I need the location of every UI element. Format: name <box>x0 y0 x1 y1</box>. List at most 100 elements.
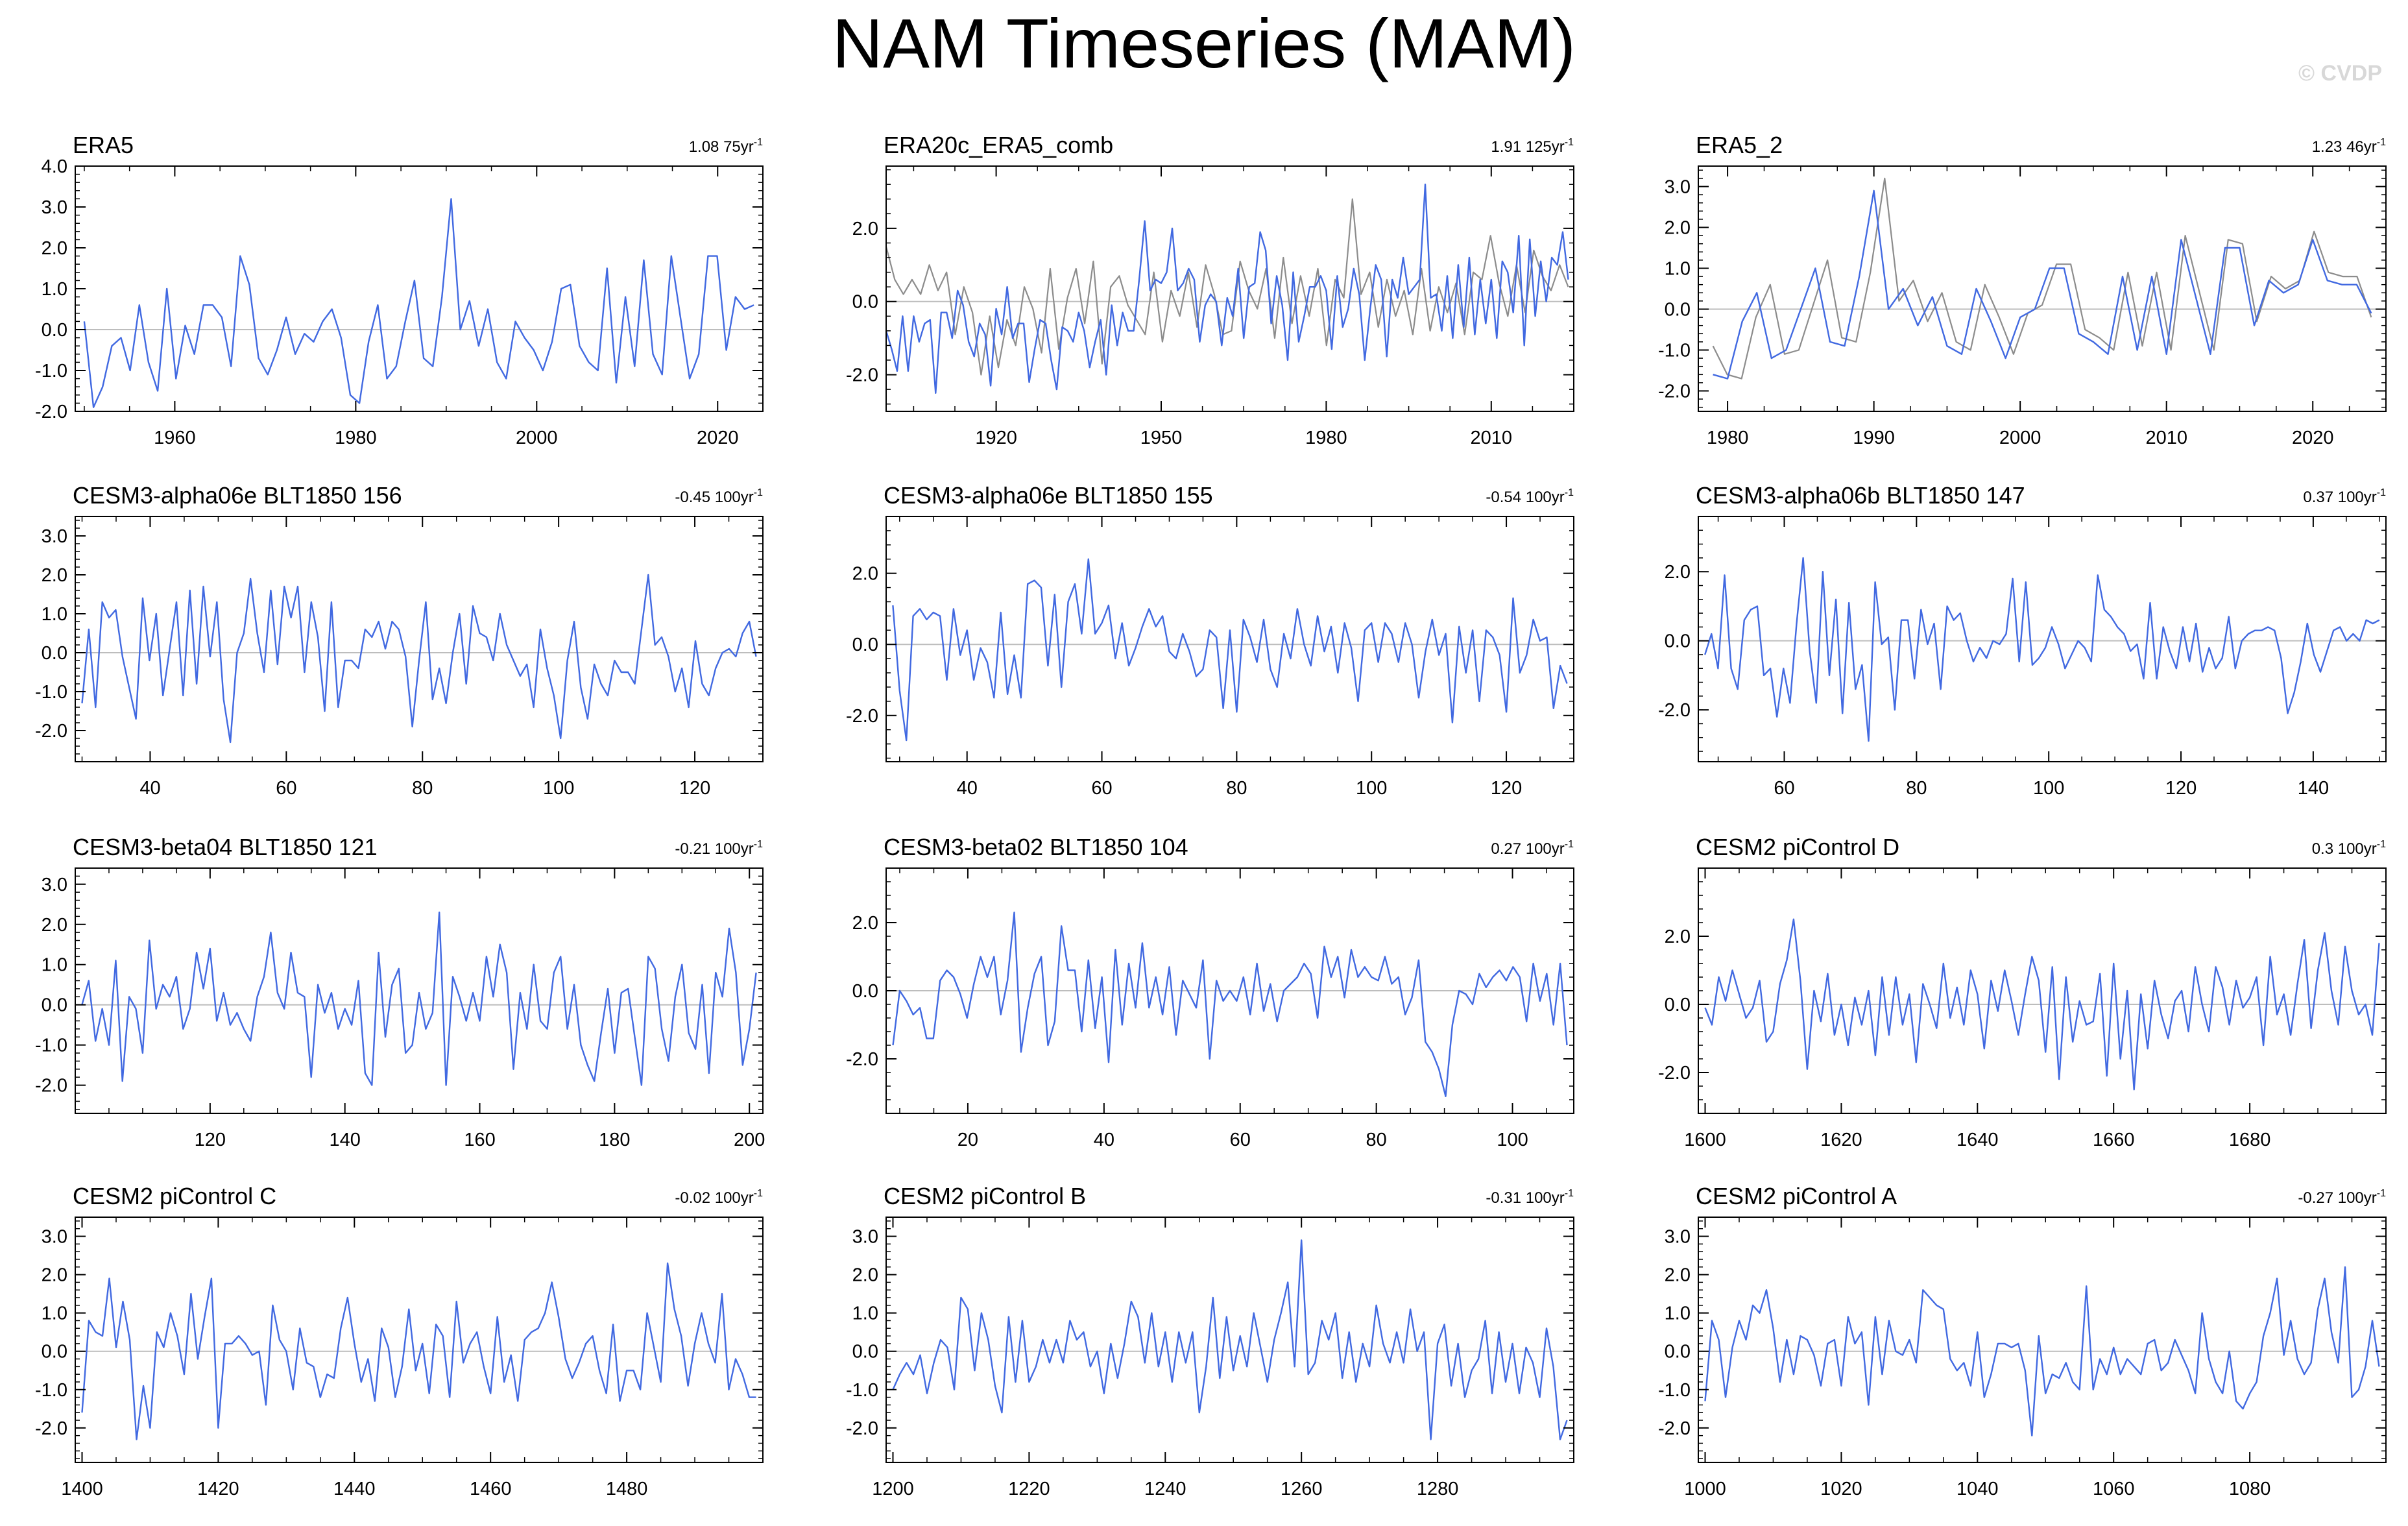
x-tick-label: 160 <box>464 1130 495 1150</box>
x-tick-label: 60 <box>1230 1130 1251 1150</box>
figure-title: NAM Timeseries (MAM) <box>832 4 1576 82</box>
y-tick-label: 0.0 <box>42 643 67 664</box>
plot-frame <box>75 516 764 762</box>
y-tick-label: 2.0 <box>852 913 878 934</box>
y-tick-label: -2.0 <box>846 706 878 727</box>
x-tick-label: 40 <box>957 778 978 799</box>
y-tick-label: 3.0 <box>42 875 67 895</box>
x-tick-label: 20 <box>957 1130 978 1150</box>
plot-frame <box>1698 1217 2387 1463</box>
x-tick-label: 1000 <box>1684 1479 1726 1499</box>
x-tick-label: 100 <box>1497 1130 1528 1150</box>
x-tick-label: 2010 <box>2145 428 2187 448</box>
x-tick-label: 2020 <box>697 428 739 448</box>
series-line <box>83 198 754 408</box>
x-tick-label: 80 <box>1366 1130 1387 1150</box>
y-tick-label: 2.0 <box>852 1265 878 1286</box>
plot-frame <box>1698 165 2387 412</box>
x-tick-label: 2010 <box>1471 428 1513 448</box>
panel-title: CESM3-beta02 BLT1850 104 <box>884 834 1188 860</box>
x-tick-label: 1040 <box>1956 1479 1999 1499</box>
series-line <box>1713 189 2372 380</box>
y-tick-label: 2.0 <box>1665 1265 1691 1286</box>
y-tick-label: -1.0 <box>35 682 67 703</box>
x-tick-label: 60 <box>276 778 296 799</box>
y-tick-label: 3.0 <box>1665 177 1691 198</box>
panel-11: CESM2 piControl B -0.31 100yr-1 -2.0 -1.0 0.… <box>846 1183 1574 1499</box>
y-tick-label: -2.0 <box>1658 700 1691 721</box>
y-tick-label: 3.0 <box>852 1227 878 1248</box>
panel-title: CESM2 piControl D <box>1696 834 1899 860</box>
panel-5: CESM3-alpha06e BLT1850 155 -0.54 100yr-1 -… <box>846 482 1574 799</box>
x-tick-label: 1080 <box>2229 1479 2271 1499</box>
x-tick-label: 1240 <box>1144 1479 1186 1499</box>
x-tick-label: 2000 <box>516 428 558 448</box>
y-tick-label: 2.0 <box>1665 562 1691 583</box>
trend-label: -0.21 100yr-1 <box>675 839 763 858</box>
x-tick-label: 1660 <box>2093 1130 2135 1150</box>
y-tick-label: -1.0 <box>35 1380 67 1401</box>
panel-title: CESM2 piControl A <box>1696 1183 1897 1209</box>
x-tick-label: 1020 <box>1820 1479 1862 1499</box>
series-line <box>81 574 757 744</box>
x-tick-label: 200 <box>734 1130 765 1150</box>
y-tick-label: -1.0 <box>846 1380 878 1401</box>
x-tick-label: 2020 <box>2292 428 2334 448</box>
x-tick-label: 1600 <box>1684 1130 1726 1150</box>
series-line <box>1704 1266 2380 1436</box>
y-tick-label: -1.0 <box>1658 1380 1691 1401</box>
y-tick-label: 0.0 <box>42 320 67 341</box>
y-tick-label: -1.0 <box>1658 341 1691 361</box>
series-line <box>1704 557 2380 742</box>
y-tick-label: 1.0 <box>1665 1303 1691 1324</box>
x-tick-label: 1200 <box>872 1479 914 1499</box>
y-tick-label: 1.0 <box>42 1303 67 1324</box>
x-tick-label: 1420 <box>197 1479 239 1499</box>
x-tick-label: 120 <box>195 1130 226 1150</box>
y-tick-label: -2.0 <box>846 1418 878 1439</box>
series-line <box>81 911 757 1086</box>
y-tick-label: -2.0 <box>1658 1063 1691 1084</box>
y-tick-label: 2.0 <box>42 1265 67 1286</box>
y-tick-label: 0.0 <box>1665 995 1691 1015</box>
plot-frame <box>1698 516 2387 762</box>
panel-4: CESM3-alpha06e BLT1850 156 -0.45 100yr-1 -… <box>35 482 764 799</box>
y-tick-label: -2.0 <box>846 1049 878 1070</box>
y-tick-label: -1.0 <box>35 1036 67 1056</box>
y-tick-label: 0.0 <box>852 635 878 655</box>
series-line-secondary <box>885 198 1569 376</box>
y-tick-label: 3.0 <box>42 1227 67 1248</box>
panel-title: CESM3-alpha06e BLT1850 155 <box>884 482 1213 509</box>
y-tick-label: 0.0 <box>852 292 878 313</box>
y-tick-label: 3.0 <box>42 526 67 547</box>
panel-title: ERA5_2 <box>1696 132 1783 158</box>
panel-title: CESM3-alpha06b BLT1850 147 <box>1696 482 2025 509</box>
plot-frame <box>75 165 764 412</box>
y-tick-label: 0.0 <box>42 1342 67 1362</box>
x-tick-label: 1960 <box>154 428 196 448</box>
y-tick-label: 0.0 <box>1665 631 1691 652</box>
y-tick-label: 0.0 <box>42 995 67 1016</box>
x-tick-label: 1920 <box>975 428 1017 448</box>
y-tick-label: -2.0 <box>35 721 67 742</box>
x-tick-label: 1980 <box>335 428 377 448</box>
x-tick-label: 60 <box>1774 778 1794 799</box>
y-tick-label: 1.0 <box>852 1303 878 1324</box>
x-tick-label: 100 <box>1356 778 1387 799</box>
x-tick-label: 1480 <box>606 1479 648 1499</box>
x-tick-label: 1680 <box>2229 1130 2271 1150</box>
y-tick-label: 1.0 <box>42 955 67 976</box>
x-tick-label: 80 <box>1226 778 1247 799</box>
x-tick-label: 100 <box>2033 778 2064 799</box>
series-line <box>892 912 1568 1098</box>
trend-label: -0.54 100yr-1 <box>1486 487 1574 506</box>
panel-title: ERA5 <box>73 132 134 158</box>
panel-title: CESM2 piControl C <box>73 1183 276 1209</box>
y-tick-label: -2.0 <box>846 365 878 386</box>
trend-label: 0.3 100yr-1 <box>2312 839 2386 858</box>
y-tick-label: 2.0 <box>42 915 67 936</box>
panel-title: CESM2 piControl B <box>884 1183 1086 1209</box>
plot-frame <box>885 1217 1574 1463</box>
x-tick-label: 100 <box>543 778 574 799</box>
plot-frame <box>75 1217 764 1463</box>
